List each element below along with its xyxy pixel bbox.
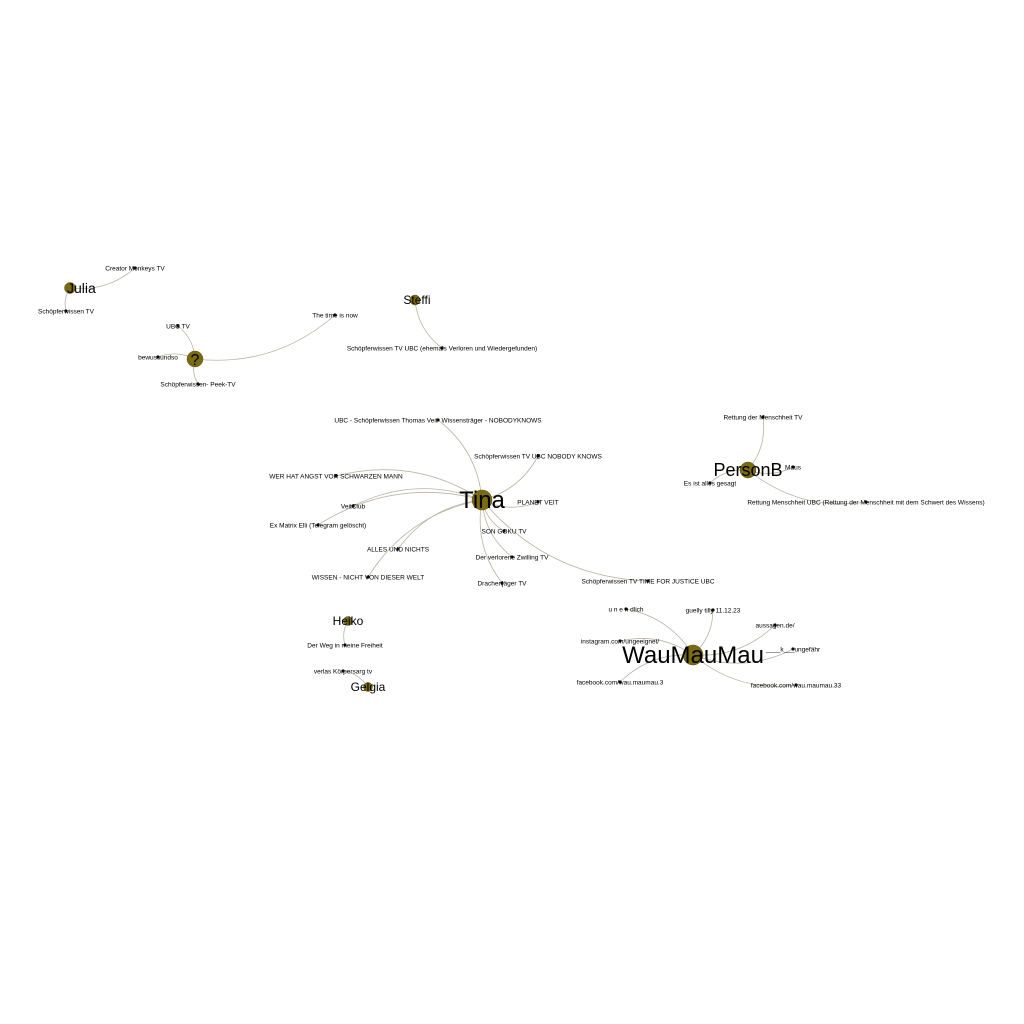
label-wissen-nicht: WISSEN - NICHT VON DIESER WELT — [312, 575, 424, 582]
node-ubc-nobody-knows[interactable] — [536, 454, 540, 458]
edge-waumaumau-facebook-33 — [692, 654, 797, 687]
label-instagram: instagram.com/ungeeignet/ — [581, 639, 660, 646]
label-ubc-thomas-veit: UBC - Schöpferwissen Thomas Veit- Wissen… — [334, 418, 542, 425]
node-exmatrix[interactable] — [316, 523, 320, 527]
node-drachenjaeger[interactable] — [500, 581, 504, 585]
label-the-time-is-now: The time is now — [312, 313, 358, 320]
label-question: ? — [191, 352, 200, 369]
label-julia: Julia — [67, 280, 96, 296]
node-unendlich[interactable] — [624, 607, 628, 611]
edge-tina-time-for-justice — [481, 499, 649, 582]
label-peek-tv: Schöpferwissen- Peek-TV — [160, 382, 236, 389]
node-personb[interactable] — [739, 461, 757, 479]
node-rettung-tv[interactable] — [761, 415, 765, 419]
node-heiko[interactable] — [343, 616, 353, 626]
node-k-ungefahr[interactable] — [791, 647, 795, 651]
edge-waumaumau-k-ungefahr — [692, 648, 794, 664]
node-alles-und-nichts[interactable] — [396, 547, 400, 551]
label-songoku: SON GOKU TV — [481, 529, 527, 536]
node-the-time-is-now[interactable] — [333, 313, 337, 317]
label-unendlich: u n e n dlich — [608, 607, 643, 614]
edge-tina-exmatrix — [317, 491, 483, 526]
label-facebook-3: facebook.com/wau.maumau.3 — [577, 680, 664, 687]
node-wissen-nicht[interactable] — [366, 575, 370, 579]
node-creator-monkeys[interactable] — [133, 266, 137, 270]
node-facebook-3[interactable] — [618, 680, 622, 684]
node-instagram[interactable] — [618, 639, 622, 643]
label-steffi: Steffi — [403, 293, 430, 307]
node-steffi[interactable] — [409, 294, 421, 306]
node-julia[interactable] — [64, 282, 76, 294]
label-rettung-ubc: Rettung Menschheit UBC (Rettung der Mens… — [747, 500, 984, 507]
node-wer-hat-angst[interactable] — [334, 474, 338, 478]
edge-julia-creator-monkeys — [69, 267, 136, 290]
label-time-for-justice: Schöpferwissen TV TIME FOR JUSTICE UBC — [581, 579, 714, 586]
node-tina[interactable] — [471, 489, 493, 511]
label-veitclub: VeitClub — [341, 504, 366, 511]
label-verlassen: verlas Körpersarg tv — [314, 669, 373, 676]
node-songoku[interactable] — [502, 529, 506, 533]
node-bewussundso[interactable] — [156, 355, 160, 359]
label-der-verlorene-zwilling: Der verlorene Zwilling TV — [476, 555, 550, 562]
label-maus: Maus — [785, 465, 802, 472]
node-time-for-justice[interactable] — [646, 579, 650, 583]
label-es-ist-alles-gesagt: Es ist alles gesagt — [684, 481, 737, 488]
label-der-weg: Der Weg in meine Freiheit — [307, 643, 383, 650]
edge-tina-veitclub — [352, 488, 483, 507]
label-alles-und-nichts: ALLES UND NICHTS — [367, 547, 430, 554]
node-gelgia[interactable] — [363, 682, 373, 692]
node-waumaumau[interactable] — [682, 644, 704, 666]
node-schoepferwissen-ubc-ehemals[interactable] — [440, 346, 444, 350]
node-facebook-33[interactable] — [794, 683, 798, 687]
label-ubc-tv: UBC TV — [166, 324, 190, 331]
node-maus[interactable] — [791, 465, 795, 469]
label-personb: PersonB — [713, 460, 782, 480]
edge-question-the-time-is-now — [194, 314, 336, 361]
label-schoepferwissen-tv-a: Schöpferwissen TV — [38, 309, 95, 316]
label-heiko: Heiko — [333, 614, 364, 628]
node-rettung-ubc[interactable] — [864, 500, 868, 504]
node-layer — [64, 266, 868, 692]
label-planet-veit: PLANET VEIT — [517, 500, 558, 507]
edge-steffi-schoepferwissen-ubc-ehemals — [414, 299, 443, 349]
label-k-ungefahr: ____k___ungefähr — [765, 647, 821, 654]
node-peek-tv[interactable] — [196, 382, 200, 386]
node-verlassen[interactable] — [341, 669, 345, 673]
node-ubc-tv[interactable] — [176, 324, 180, 328]
node-aussagen[interactable] — [773, 623, 777, 627]
label-guelly: guelly tilly 11.12.23 — [686, 608, 741, 615]
label-rettung-tv: Rettung der Menschheit TV — [723, 415, 803, 422]
label-waumaumau: WauMauMau — [622, 642, 764, 669]
label-facebook-33: facebook.com/wau.maumau.33 — [751, 683, 842, 690]
node-question[interactable] — [186, 350, 204, 368]
label-exmatrix: Ex Matrix Elli (Telegram gelöscht) — [270, 523, 366, 530]
node-schoepferwissen-tv-a[interactable] — [64, 309, 68, 313]
label-schoepferwissen-ubc-ehemals: Schöpferwissen TV UBC (ehemals Verloren … — [347, 346, 537, 353]
label-aussagen: aussagen.de/ — [755, 623, 794, 630]
edge-tina-wer-hat-angst — [335, 469, 483, 501]
edge-tina-wissen-nicht — [367, 499, 483, 578]
node-der-verlorene-zwilling[interactable] — [510, 555, 514, 559]
label-layer: Julia Creator Monkeys TV Schöpferwissen TV… — [38, 266, 985, 695]
node-ubc-thomas-veit[interactable] — [436, 418, 440, 422]
label-gelgia: Gelgia — [351, 680, 386, 694]
node-es-ist-alles-gesagt[interactable] — [708, 481, 712, 485]
node-veitclub[interactable] — [351, 504, 355, 508]
label-drachenjaeger: Drachenjäger TV — [477, 581, 527, 588]
node-planet-veit[interactable] — [536, 500, 540, 504]
node-guelly[interactable] — [711, 608, 715, 612]
label-wer-hat-angst: WER HAT ANGST VOR SCHWARZEN MANN — [269, 474, 403, 481]
label-tina: Tina — [459, 487, 505, 514]
label-creator-monkeys: Creator Monkeys TV — [105, 266, 165, 273]
label-ubc-nobody-knows: Schöpferwissen TV UBC NOBODY KNOWS — [474, 454, 602, 461]
edge-personb-rettung-ubc — [747, 469, 867, 505]
label-bewussundso: bewussundso — [138, 355, 178, 362]
node-der-weg[interactable] — [343, 643, 347, 647]
